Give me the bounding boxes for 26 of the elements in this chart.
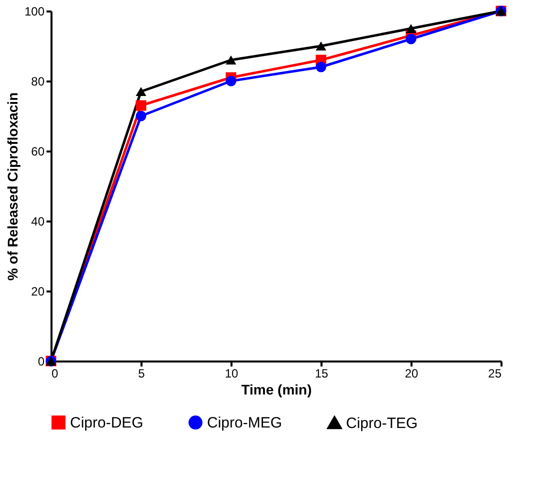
point [136, 86, 146, 96]
legend-label: Cipro-DEG [70, 414, 144, 432]
x-tick-label: 0 [52, 366, 58, 380]
x-tick-label: 15 [314, 366, 328, 380]
point [316, 41, 326, 51]
x-tick-label: 5 [138, 366, 146, 380]
point [136, 110, 146, 122]
y-tick-label: 60 [31, 144, 45, 158]
point [226, 55, 236, 65]
x-tick-label: 25 [488, 366, 502, 380]
x-tick-label: 20 [404, 366, 418, 380]
y-tick-label: 80 [31, 74, 45, 88]
y-tick-label: 20 [31, 284, 45, 298]
point [406, 24, 416, 34]
x-axis-title: Time (min) [241, 382, 312, 398]
y-tick-label: 100 [24, 4, 45, 18]
point [406, 34, 416, 44]
legend-label: Cipro-MEG [207, 414, 282, 432]
y-axis-title: % of Released Ciprofloxacin [4, 92, 20, 281]
legend-label: Cipro-TEG [346, 414, 418, 432]
point [226, 76, 236, 86]
y-tick-label: 0 [38, 354, 45, 368]
y-tick-label: 40 [31, 214, 45, 228]
point [136, 100, 146, 111]
x-tick-label: 10 [224, 366, 238, 380]
point [316, 62, 326, 72]
